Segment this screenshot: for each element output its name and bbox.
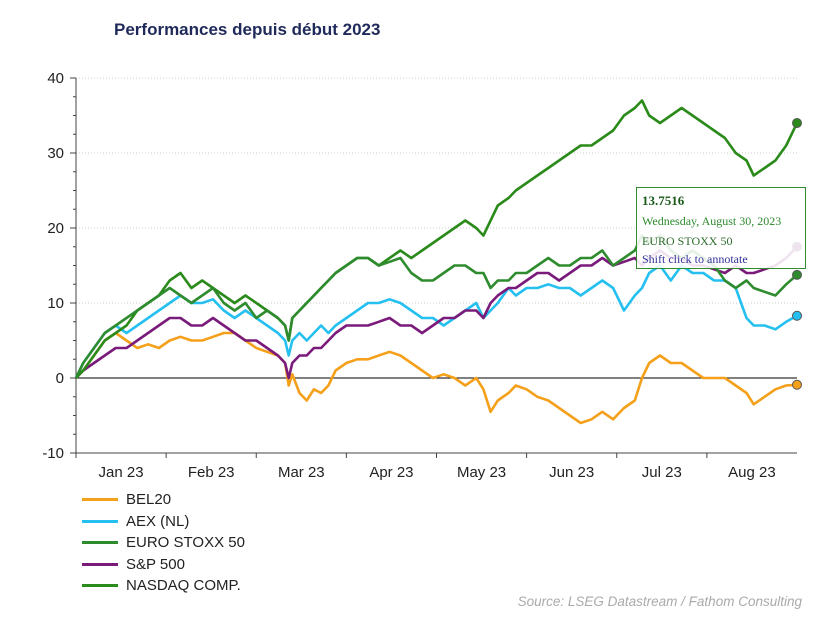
x-tick-label: Aug 23 bbox=[728, 464, 776, 481]
series-end-marker[interactable] bbox=[792, 118, 802, 128]
tick-label-layer: 40 30 20 10 0 -10 Jan 23 Feb 23 Mar 23 Apr 23 May … bbox=[42, 70, 775, 481]
legend-item[interactable]: BEL20 bbox=[82, 489, 245, 511]
x-tick-label: Jan 23 bbox=[99, 464, 144, 481]
legend-swatch bbox=[82, 584, 118, 588]
legend-item[interactable]: S&P 500 bbox=[82, 554, 245, 576]
series-end-marker[interactable] bbox=[792, 269, 802, 280]
series-line-aex-nl[interactable] bbox=[74, 264, 798, 379]
legend-label: AEX (NL) bbox=[126, 512, 190, 530]
x-tick-label: Mar 23 bbox=[278, 464, 325, 481]
legend-label: BEL20 bbox=[126, 491, 172, 509]
legend-item[interactable]: AEX (NL) bbox=[82, 511, 245, 533]
series-line-bel20[interactable] bbox=[75, 331, 798, 425]
chart-title: Performances depuis début 2023 bbox=[114, 20, 381, 39]
y-tick-label: 10 bbox=[47, 295, 64, 312]
y-tick-label: 30 bbox=[47, 145, 64, 162]
legend-swatch bbox=[82, 519, 118, 523]
axis-layer bbox=[70, 77, 797, 458]
legend-swatch bbox=[82, 562, 118, 566]
series-end-marker[interactable] bbox=[792, 310, 802, 321]
tooltip-hint: Shift click to annotate bbox=[642, 252, 748, 266]
x-tick-label: Jun 23 bbox=[549, 464, 594, 481]
x-tick-label: Apr 23 bbox=[369, 464, 413, 481]
tooltip-series: EURO STOXX 50 bbox=[642, 234, 733, 248]
legend-label: NASDAQ COMP. bbox=[126, 577, 241, 595]
y-tick-label: -10 bbox=[42, 445, 64, 462]
source-note: Source: LSEG Datastream / Fathom Consult… bbox=[517, 594, 802, 609]
x-tick-label: May 23 bbox=[457, 464, 506, 481]
legend-item[interactable]: EURO STOXX 50 bbox=[82, 532, 245, 554]
legend-label: EURO STOXX 50 bbox=[126, 534, 245, 552]
legend-swatch bbox=[82, 541, 118, 545]
y-tick-label: 20 bbox=[47, 220, 64, 237]
legend-swatch bbox=[82, 498, 118, 502]
tooltip-date: Wednesday, August 30, 2023 bbox=[642, 214, 782, 228]
legend-label: S&P 500 bbox=[126, 555, 185, 573]
tooltip-value: 13.7516 bbox=[642, 193, 685, 208]
data-tooltip: 13.7516 Wednesday, August 30, 2023 EURO … bbox=[636, 187, 806, 269]
chart-legend[interactable]: BEL20 AEX (NL) EURO STOXX 50 S&P 500 NASDAQ … bbox=[82, 489, 245, 597]
series-end-marker[interactable] bbox=[792, 379, 802, 390]
series-line-nasdaq-comp[interactable] bbox=[75, 99, 799, 379]
x-tick-label: Jul 23 bbox=[642, 464, 682, 481]
legend-item[interactable]: NASDAQ COMP. bbox=[82, 575, 245, 597]
x-tick-label: Feb 23 bbox=[188, 464, 235, 481]
y-tick-label: 0 bbox=[56, 370, 64, 387]
y-tick-label: 40 bbox=[47, 70, 64, 87]
